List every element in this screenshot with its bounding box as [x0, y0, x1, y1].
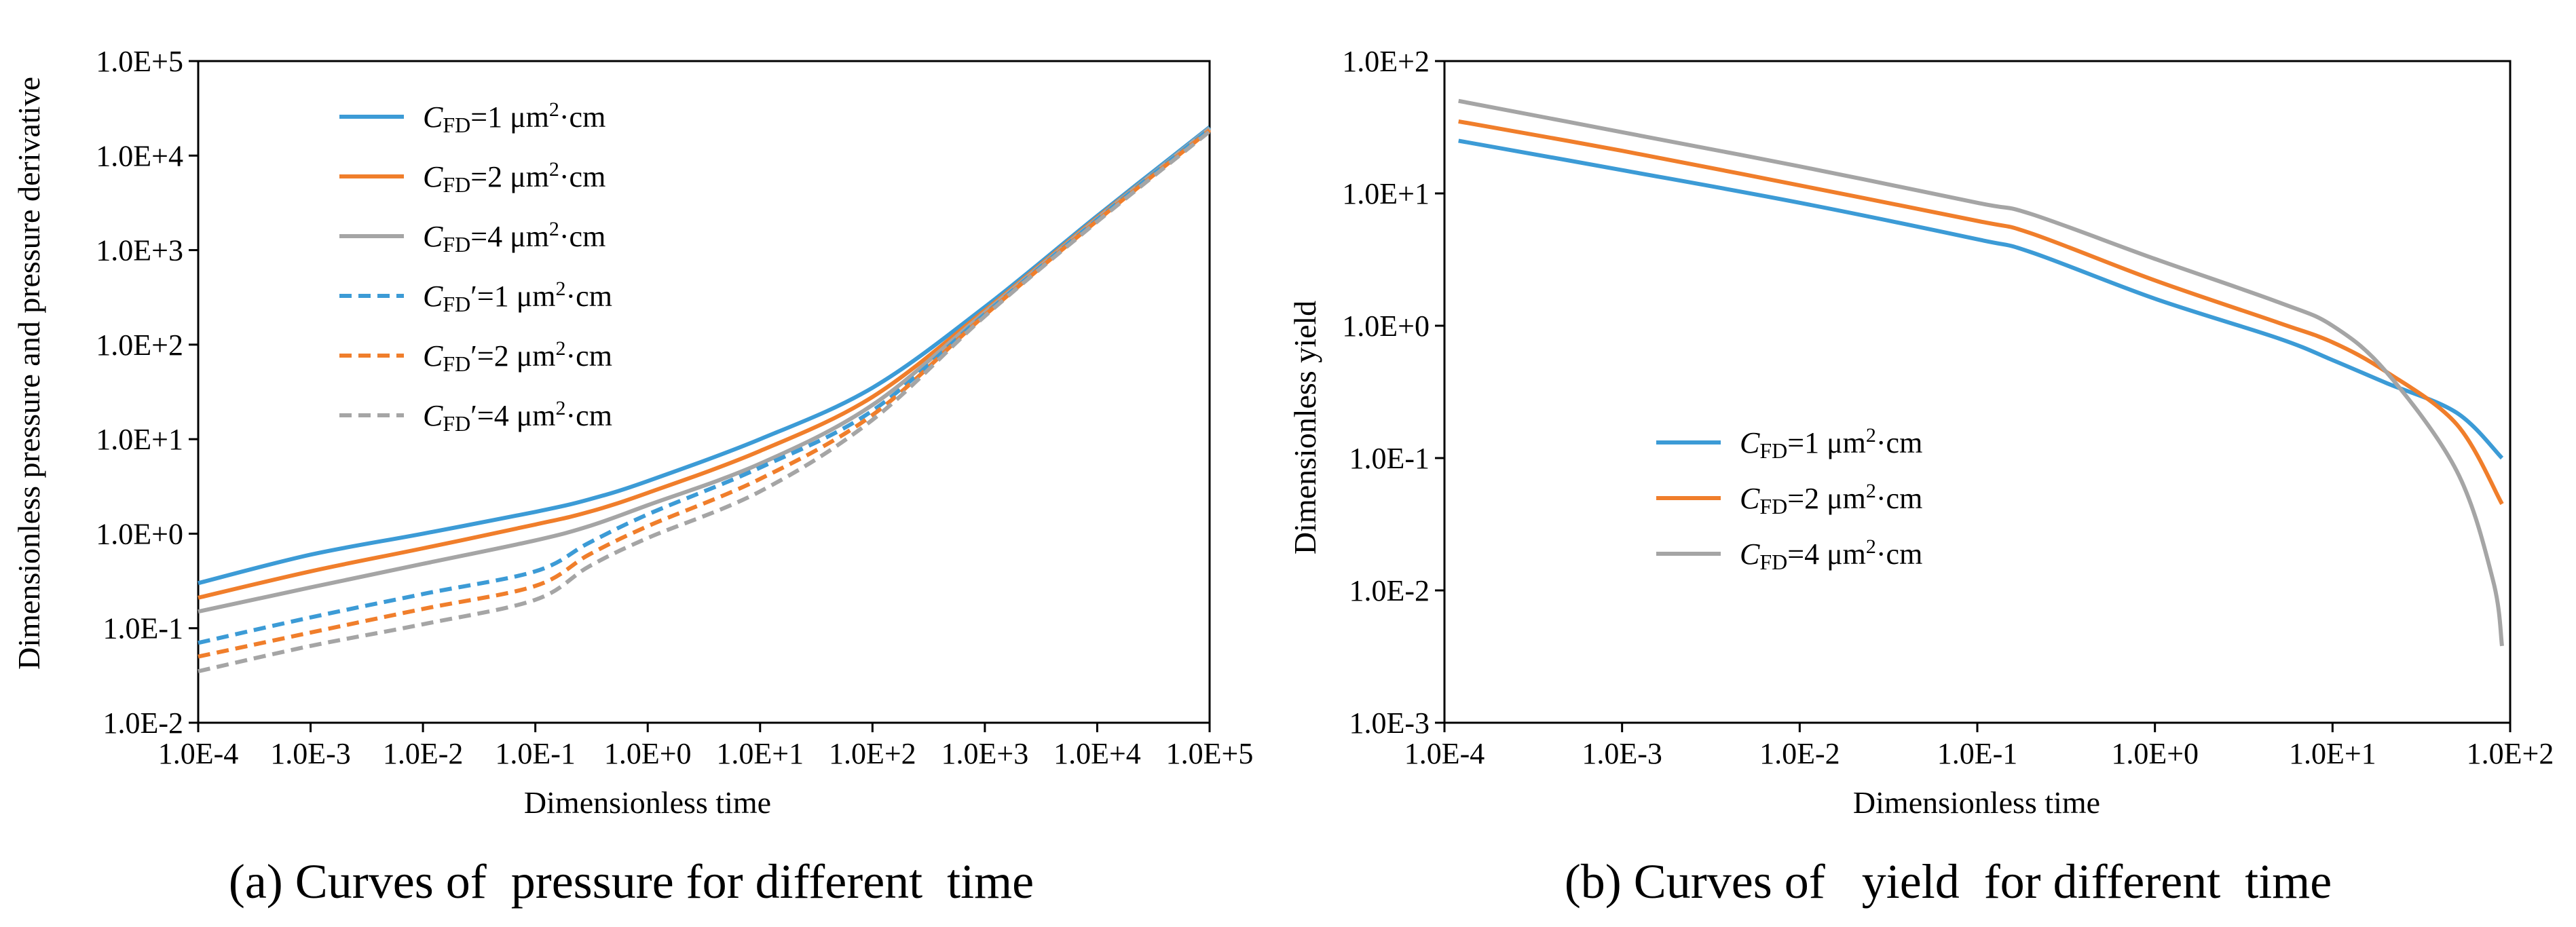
x-tick-label: 1.0E-3	[270, 737, 351, 770]
y-tick-label: 1.0E+2	[1342, 45, 1430, 78]
x-tick-label: 1.0E-4	[1404, 737, 1485, 770]
y-tick-label: 1.0E+2	[96, 328, 183, 362]
y-tick-label: 1.0E-2	[102, 706, 183, 740]
x-axis-label-a: Dimensionless time	[524, 785, 771, 820]
legend-label-a-3: CFD=4 μm2·cm	[423, 218, 605, 257]
x-tick-label: 1.0E+2	[829, 737, 916, 770]
y-tick-label: 1.0E+5	[96, 45, 183, 78]
series-line-a-2	[198, 128, 1211, 600]
y-tick-label: 1.0E+0	[1342, 309, 1430, 343]
x-tick-label: 1.0E+0	[604, 737, 692, 770]
plot-frame-b	[1443, 60, 2512, 724]
x-tick-label: 1.0E-2	[383, 737, 464, 770]
x-tick-label: 1.0E+1	[2289, 737, 2376, 770]
x-tick-label: 1.0E-1	[495, 737, 576, 770]
x-tick-label: 1.0E+5	[1166, 737, 1254, 770]
legend-label-a-6: CFD′=4 μm2·cm	[423, 397, 612, 436]
legend-label-b-3: CFD=4 μm2·cm	[1740, 535, 1922, 574]
series-line-b-3	[1458, 98, 2504, 647]
y-axis-label-a: Dimensionless pressure and pressure deri…	[12, 77, 46, 670]
legend-label-b-1: CFD=1 μm2·cm	[1740, 424, 1922, 463]
chart-panel-pressure: Dimensionless time Dimensionless pressur…	[12, 45, 1253, 909]
x-tick-label: 1.0E+0	[2111, 737, 2199, 770]
x-tick-label: 1.0E-3	[1582, 737, 1662, 770]
legend-label-a-1: CFD=1 μm2·cm	[423, 98, 605, 137]
series-line-b-1	[1458, 138, 2504, 460]
x-tick-label: 1.0E+3	[941, 737, 1029, 770]
legend-label-a-4: CFD′=1 μm2·cm	[423, 278, 612, 316]
series-line-a-4	[198, 128, 1211, 645]
y-tick-label: 1.0E+4	[96, 139, 183, 172]
caption-b: (b) Curves of yield for different time	[1565, 854, 2332, 909]
x-tick-label: 1.0E-4	[158, 737, 239, 770]
y-tick-label: 1.0E+3	[96, 234, 183, 267]
caption-a: (a) Curves of pressure for different tim…	[229, 854, 1034, 909]
y-tick-label: 1.0E+0	[96, 517, 183, 550]
plot-frame-a	[197, 60, 1211, 724]
y-tick-label: 1.0E+1	[1342, 177, 1430, 210]
x-tick-label: 1.0E-2	[1759, 737, 1840, 770]
x-tick-label: 1.0E+4	[1053, 737, 1141, 770]
x-tick-label: 1.0E+2	[2467, 737, 2554, 770]
y-tick-label: 1.0E-2	[1349, 574, 1430, 607]
legend-label-a-5: CFD′=2 μm2·cm	[423, 337, 612, 376]
chart-panel-yield: Dimensionless time Dimensionless yield (…	[1288, 45, 2554, 909]
series-line-b-2	[1458, 119, 2504, 506]
legend-label-b-2: CFD=2 μm2·cm	[1740, 480, 1922, 518]
y-axis-label-b: Dimensionless yield	[1288, 301, 1322, 554]
y-tick-label: 1.0E-1	[1349, 442, 1430, 475]
x-tick-label: 1.0E+1	[716, 737, 804, 770]
series-line-a-3	[198, 126, 1211, 614]
y-tick-label: 1.0E-1	[102, 612, 183, 645]
series-line-a-6	[198, 130, 1211, 674]
legend-label-a-2: CFD=2 μm2·cm	[423, 158, 605, 197]
x-axis-label-b: Dimensionless time	[1853, 785, 2100, 820]
y-tick-label: 1.0E-3	[1349, 706, 1430, 740]
y-tick-label: 1.0E+1	[96, 423, 183, 456]
x-tick-label: 1.0E-1	[1937, 737, 2018, 770]
